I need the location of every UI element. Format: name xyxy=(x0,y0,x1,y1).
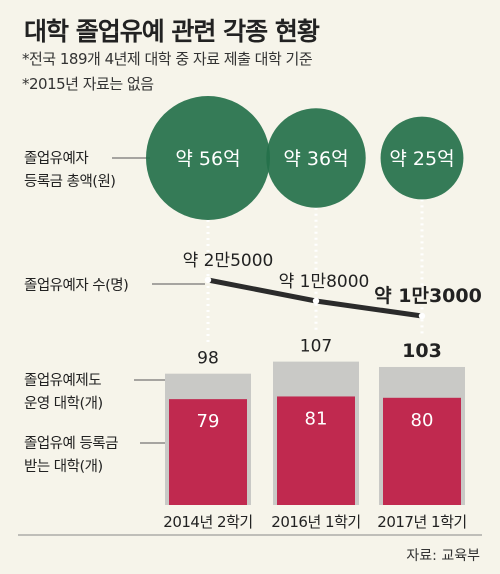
bar-fee xyxy=(169,399,247,505)
category-label: 2014년 2학기 xyxy=(163,513,252,531)
system-univ-label-line2: 운영 대학(개) xyxy=(24,395,103,412)
fee-univ-label-line2: 받는 대학(개) xyxy=(24,458,103,475)
page-title: 대학 졸업유예 관련 각종 현황 xyxy=(24,17,320,46)
fee-total-value: 약 25억 xyxy=(389,148,454,170)
students-value: 약 1만8000 xyxy=(279,272,370,292)
students-value: 약 2만5000 xyxy=(183,251,274,271)
source-text: 자료: 교육부 xyxy=(406,548,480,564)
bar-total-value: 107 xyxy=(300,337,332,357)
students-point xyxy=(418,312,426,320)
note-basis: *전국 189개 4년제 대학 중 자료 제출 대학 기준 xyxy=(22,50,313,68)
fee-total-value: 약 56억 xyxy=(175,148,240,170)
fee-total-bubble xyxy=(266,108,366,208)
bar-fee-value: 80 xyxy=(411,410,434,431)
students-label: 졸업유예자 수(명) xyxy=(24,277,128,294)
fee-total-label-line2: 등록금 총액(원) xyxy=(24,173,115,190)
students-value: 약 1만3000 xyxy=(374,285,482,307)
students-point xyxy=(312,297,320,305)
students-point xyxy=(204,276,212,284)
bar-fee xyxy=(277,396,355,505)
fee-univ-label-line1: 졸업유예 등록금 xyxy=(24,435,118,452)
bar-fee-value: 81 xyxy=(305,408,328,429)
bar-total-value: 98 xyxy=(197,349,219,369)
fee-total-bubble xyxy=(146,96,270,220)
bar-fee-value: 79 xyxy=(197,411,220,432)
fee-total-bubble xyxy=(380,116,464,200)
bar-fee xyxy=(383,397,461,505)
system-univ-label-line1: 졸업유예제도 xyxy=(24,372,101,389)
fee-total-value: 약 36억 xyxy=(283,148,348,170)
note-missing-year: *2015년 자료는 없음 xyxy=(22,75,154,93)
category-label: 2017년 1학기 xyxy=(377,513,466,531)
category-label: 2016년 1학기 xyxy=(271,513,360,531)
bar-total-value: 103 xyxy=(402,340,442,362)
fee-total-label-line1: 졸업유예자 xyxy=(24,150,88,167)
